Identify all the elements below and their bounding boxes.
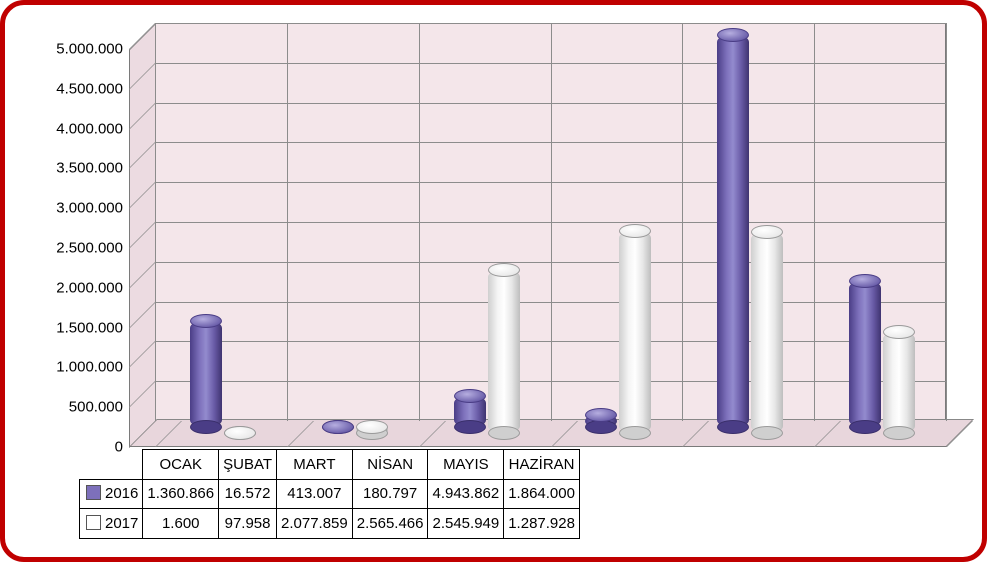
bar-2017-hazi̇ran: [883, 331, 915, 434]
table-cell: 2.565.466: [352, 509, 428, 539]
bar-2017-şubat: [356, 426, 388, 434]
table-cell: 16.572: [219, 479, 277, 509]
category-separator: [814, 23, 815, 421]
y-axis-label: 2.500.000: [56, 240, 123, 257]
table-corner: [80, 450, 143, 480]
legend-label: 2016: [105, 485, 138, 502]
table-cell: 97.958: [219, 509, 277, 539]
legend-label: 2017: [105, 515, 138, 532]
category-separator: [155, 23, 156, 421]
y-axis-label: 3.000.000: [56, 200, 123, 217]
table-cell: 2.077.859: [277, 509, 353, 539]
y-axis-label: 4.000.000: [56, 120, 123, 137]
y-axis-label: 1.000.000: [56, 359, 123, 376]
table-cell: 4.943.862: [428, 479, 504, 509]
plot-area: 0500.0001.000.0001.500.0002.000.0002.500…: [129, 23, 946, 447]
y-axis-label: 3.500.000: [56, 160, 123, 177]
table-header: NİSAN: [352, 450, 428, 480]
table-cell: 1.360.866: [143, 479, 219, 509]
legend-swatch: [86, 485, 101, 500]
category-separator: [946, 23, 947, 421]
bar-2017-ocak: [224, 432, 256, 434]
y-axis-label: 500.000: [69, 399, 123, 416]
y-axis-label: 4.500.000: [56, 80, 123, 97]
legend-swatch: [86, 515, 101, 530]
category-separator: [287, 23, 288, 421]
bar-2016-ocak: [190, 320, 222, 428]
plot-wrap: 0500.0001.000.0001.500.0002.000.0002.500…: [49, 23, 946, 539]
table-header: MART: [277, 450, 353, 480]
legend-cell-2016: 2016: [80, 479, 143, 509]
table-header: ŞUBAT: [219, 450, 277, 480]
y-axis-label: 2.000.000: [56, 279, 123, 296]
bar-2017-mart: [488, 269, 520, 434]
table-cell: 413.007: [277, 479, 353, 509]
y-axis-label: 1.500.000: [56, 319, 123, 336]
table-cell: 180.797: [352, 479, 428, 509]
bar-2016-mart: [454, 395, 486, 428]
table-header: HAZİRAN: [504, 450, 580, 480]
y-axis-label: 5.000.000: [56, 41, 123, 58]
category-separator: [551, 23, 552, 421]
bar-2016-şubat: [322, 426, 354, 428]
bar-2017-mayis: [751, 231, 783, 434]
bar-2017-ni̇san: [619, 230, 651, 434]
category-separator: [682, 23, 683, 421]
table-cell: 2.545.949: [428, 509, 504, 539]
bar-2016-mayis: [717, 34, 749, 428]
bar-2016-hazi̇ran: [849, 280, 881, 428]
table-cell: 1.287.928: [504, 509, 580, 539]
legend-cell-2017: 2017: [80, 509, 143, 539]
table-cell: 1.864.000: [504, 479, 580, 509]
table-cell: 1.600: [143, 509, 219, 539]
table-header: OCAK: [143, 450, 219, 480]
category-separator: [419, 23, 420, 421]
table-header: MAYIS: [428, 450, 504, 480]
bar-2016-ni̇san: [585, 414, 617, 428]
chart-frame: 0500.0001.000.0001.500.0002.000.0002.500…: [0, 0, 987, 562]
data-table: OCAKŞUBATMARTNİSANMAYISHAZİRAN 2016 1.360.…: [79, 449, 580, 539]
